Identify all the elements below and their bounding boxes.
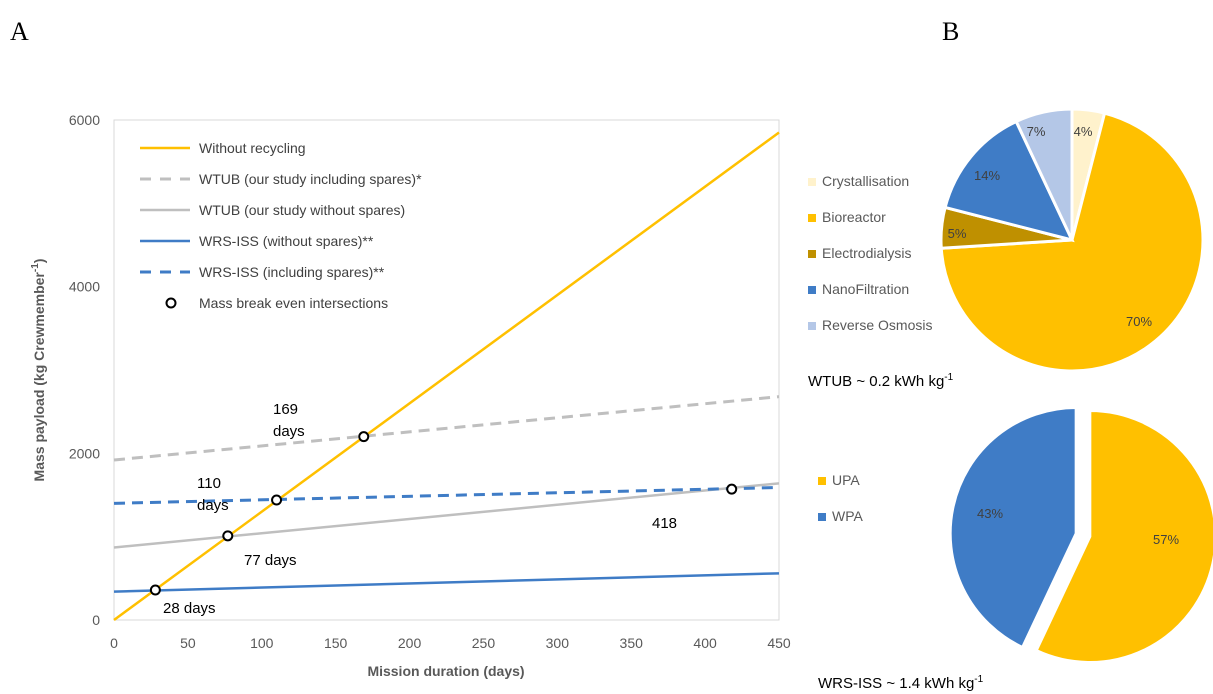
- annotation-label: 28 days: [163, 600, 216, 617]
- pie-slice-label: 5%: [948, 226, 967, 241]
- pie-wtub-legend: Crystallisation Bioreactor Electrodialysis…: [808, 173, 932, 333]
- pie-slice-label: 14%: [974, 168, 1000, 183]
- series-line: [113, 486, 780, 505]
- pie-slice-label: 70%: [1126, 314, 1152, 329]
- intersection-marker: [149, 584, 161, 596]
- x-tick-label: 0: [110, 635, 118, 651]
- pie-slice: [939, 111, 1205, 373]
- legend-label: WRS-ISS (including spares)**: [199, 264, 385, 280]
- pie-legend-label: Electrodialysis: [822, 245, 911, 261]
- x-axis-title: Mission duration (days): [367, 663, 524, 679]
- y-tick-label: 0: [92, 612, 100, 628]
- pie-legend-label: Bioreactor: [822, 209, 886, 225]
- pie-slice: [1014, 107, 1074, 241]
- line-chart: 0 50 100 150 200 250 300 350 400 450 0 2000 4000 600…: [30, 112, 791, 679]
- intersection-markers: [149, 431, 738, 596]
- pie-wrs-iss-slices: [948, 405, 1213, 665]
- pie-wrs-iss-legend: UPA WPA: [818, 472, 864, 524]
- x-tick-label: 300: [546, 635, 570, 651]
- annotation-label: 77 days: [244, 552, 297, 569]
- x-axis-ticks: 0 50 100 150 200 250 300 350 400 450: [110, 635, 791, 651]
- panel-label-a: A: [10, 17, 29, 46]
- pie-legend-swatch: [808, 250, 816, 258]
- legend-label: Mass break even intersections: [199, 295, 388, 311]
- y-tick-label: 2000: [69, 445, 100, 461]
- intersection-marker: [726, 483, 738, 495]
- pie-slice: [948, 405, 1078, 650]
- y-axis-title: Mass payload (kg Crewmember-1): [30, 259, 47, 482]
- pie-chart-wrs-iss: 57% 43% UPA WPA WRS-ISS ~ 1.4 kWh kg-1: [818, 405, 1213, 692]
- intersection-marker: [358, 431, 370, 443]
- pie-wrs-iss-caption: WRS-ISS ~ 1.4 kWh kg-1: [818, 674, 984, 692]
- x-tick-label: 50: [180, 635, 196, 651]
- panel-label-b: B: [942, 17, 959, 46]
- pie-legend-swatch: [808, 178, 816, 186]
- x-tick-label: 100: [250, 635, 274, 651]
- line-chart-legend: Without recycling WTUB (our study includi…: [140, 140, 422, 311]
- pie-slice-label: 57%: [1153, 532, 1179, 547]
- pie-legend-swatch: [808, 286, 816, 294]
- pie-slice-label: 43%: [977, 506, 1003, 521]
- x-tick-label: 350: [620, 635, 644, 651]
- pie-slice: [943, 119, 1075, 243]
- x-tick-label: 400: [693, 635, 717, 651]
- pie-legend-swatch: [818, 477, 826, 485]
- pie-wtub-caption: WTUB ~ 0.2 kWh kg-1: [808, 372, 954, 390]
- legend-marker: [165, 297, 177, 309]
- series-line: [113, 395, 780, 462]
- plot-area: [113, 119, 780, 621]
- pie-wrs-iss-labels: 57% 43%: [977, 506, 1179, 547]
- pie-wtub-labels: 4% 70% 5% 14% 7%: [948, 124, 1153, 329]
- pie-legend-label: WPA: [832, 508, 864, 524]
- intersection-marker: [271, 494, 283, 506]
- y-axis-ticks: 0 2000 4000 6000: [69, 112, 100, 628]
- pie-chart-wtub: 4% 70% 5% 14% 7% Crystallisation Bioreactor El…: [808, 107, 1205, 390]
- x-tick-label: 150: [324, 635, 348, 651]
- annotation-label: 418: [652, 515, 677, 532]
- legend-label: Without recycling: [199, 140, 306, 156]
- pie-legend-swatch: [818, 513, 826, 521]
- annotation-label: 169 days: [273, 401, 305, 440]
- intersection-annotations: 28 days 77 days 110 days 169 days 418: [163, 401, 677, 617]
- pie-legend-swatch: [808, 214, 816, 222]
- pie-legend-label: NanoFiltration: [822, 281, 909, 297]
- y-tick-label: 6000: [69, 112, 100, 128]
- x-tick-label: 450: [767, 635, 791, 651]
- x-tick-label: 250: [472, 635, 496, 651]
- pie-legend-label: Reverse Osmosis: [822, 317, 932, 333]
- pie-slice-label: 4%: [1074, 124, 1093, 139]
- pie-legend-label: UPA: [832, 472, 860, 488]
- pie-legend-swatch: [808, 322, 816, 330]
- pie-legend-label: Crystallisation: [822, 173, 909, 189]
- series-line: [113, 482, 780, 549]
- legend-label: WTUB (our study without spares): [199, 202, 405, 218]
- legend-label: WRS-ISS (without spares)**: [199, 233, 374, 249]
- x-tick-label: 200: [398, 635, 422, 651]
- intersection-marker: [222, 530, 234, 542]
- series-line: [113, 572, 780, 593]
- y-tick-label: 4000: [69, 279, 100, 295]
- legend-label: WTUB (our study including spares)*: [199, 171, 422, 187]
- pie-slice-label: 7%: [1027, 124, 1046, 139]
- pie-wtub-slices: [939, 107, 1205, 373]
- annotation-label: 110 days: [197, 475, 229, 514]
